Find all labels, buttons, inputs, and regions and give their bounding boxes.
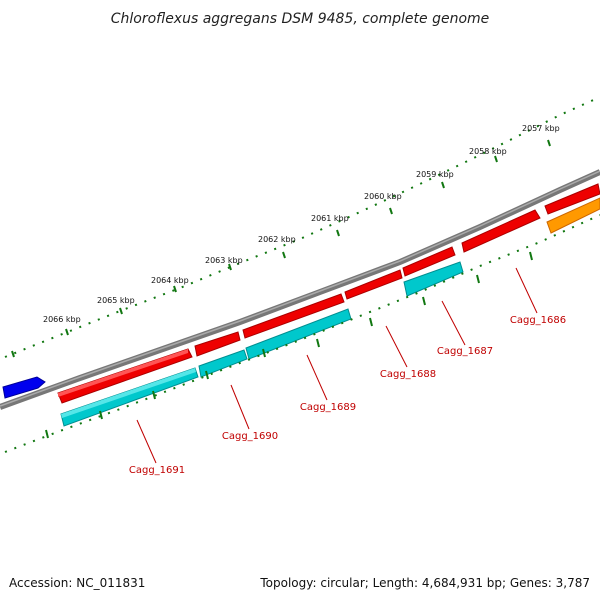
genome-summary-text: Topology: circular; Length: 4,684,931 bp… [260,576,590,590]
gene-feature [198,349,248,378]
gene-label: Cagg_1689 [300,402,356,413]
gene-feature [58,349,188,397]
kbp-label: 2059 kbp [416,170,454,179]
kbp-label: 2058 kbp [469,147,507,156]
inner-scale-ring [4,214,600,453]
reverse-strand-genes [60,197,600,427]
gene-label: Cagg_1686 [510,315,566,326]
outer-scale-ticks [11,139,551,358]
gene-feature [461,209,541,253]
gene-feature [61,368,196,418]
gene-feature [403,261,464,297]
gene-feature [194,331,241,357]
gene-feature [546,197,600,234]
kbp-label: 2060 kbp [364,192,402,201]
gene-feature [402,246,456,277]
gene-label: Cagg_1691 [129,465,185,476]
gene-feature [544,183,600,215]
kbp-label: 2062 kbp [258,235,296,244]
kbp-label: 2064 kbp [151,276,189,285]
gene-label: Cagg_1690 [222,431,278,442]
accession-text: Accession: NC_011831 [9,576,146,590]
kbp-label: 2057 kbp [522,124,560,133]
gene-feature [2,376,46,399]
label-leaders [136,267,538,464]
kbp-label: 2061 kbp [311,214,349,223]
gene-label: Cagg_1687 [437,346,493,357]
gene-feature [344,269,403,300]
genome-backbone-highlight [0,170,600,407]
kbp-label: 2065 kbp [97,296,135,305]
map-title: Chloroflexus aggregans DSM 9485, complet… [111,11,490,27]
forward-strand-genes [2,183,600,404]
genome-backbone [0,169,600,410]
kbp-label: 2063 kbp [205,256,243,265]
gene-label: Cagg_1688 [380,369,436,380]
gene-feature [242,293,345,339]
kbp-label: 2066 kbp [43,315,81,324]
inner-scale-ticks [45,251,533,439]
